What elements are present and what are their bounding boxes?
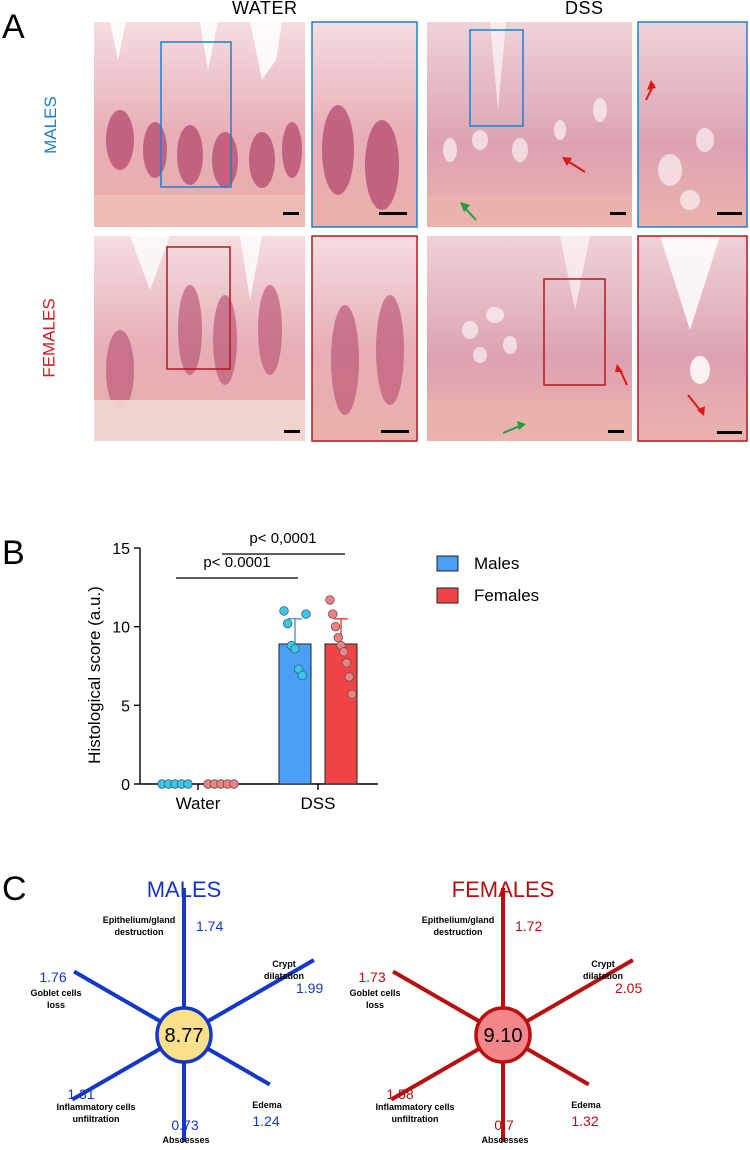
radial-item-label: dilatation <box>264 971 304 981</box>
radial-arm <box>392 969 481 1024</box>
total-score: 9.10 <box>484 1025 523 1047</box>
radial-arm <box>525 1046 590 1087</box>
radial-arm <box>206 958 315 1024</box>
y-axis-label: Histological score (a.u.) <box>85 586 104 764</box>
radial-arm <box>390 1046 481 1102</box>
y-axis: 0 5 10 15 <box>112 541 378 794</box>
bars <box>157 595 358 789</box>
radial-item-label: Crypt <box>272 959 296 969</box>
radial-item-value: 1.99 <box>296 980 323 996</box>
data-point <box>229 779 239 789</box>
x-tick-label: DSS <box>301 794 336 813</box>
x-tick-label: Water <box>176 794 221 813</box>
radial-item-label: Goblet cells <box>349 988 400 998</box>
y-tick-label: 10 <box>112 620 130 637</box>
data-point <box>344 672 354 682</box>
micrograph-male-water <box>94 22 305 227</box>
bar <box>324 643 358 785</box>
radial-item-label: unfiltration <box>73 1114 120 1124</box>
radial-item-label: Edema <box>252 1100 283 1110</box>
total-score-circle <box>155 1006 213 1064</box>
p-value-dss: p< 0,0001 <box>249 530 316 547</box>
radial-item-label: destruction <box>114 927 163 937</box>
radial-item-value: 0.73 <box>171 1117 198 1133</box>
radial-arm <box>206 1046 271 1087</box>
y-tick-label: 0 <box>121 777 130 794</box>
panel-a-letter: A <box>2 8 25 46</box>
histology-micrographs <box>94 21 748 442</box>
micrograph-female-dss-zoom <box>637 235 748 442</box>
micrograph-male-dss <box>427 22 632 227</box>
radial-item-value: 1.76 <box>39 969 66 985</box>
panel-c-letter: C <box>2 870 27 908</box>
radial-arm <box>73 969 162 1024</box>
data-point <box>330 621 341 632</box>
data-point <box>183 779 193 789</box>
radial-diagram-males: MALES8.77Epithelium/glanddestruction1.74… <box>30 877 323 1145</box>
radial-item-label: Abscesses <box>481 1135 528 1145</box>
radial-item-value: 1.58 <box>386 1086 413 1102</box>
data-point <box>347 689 357 700</box>
radial-item-value: 1.73 <box>358 969 385 985</box>
column-header-dss: DSS <box>565 0 604 18</box>
radial-item-value: 1.31 <box>67 1086 94 1102</box>
radial-item-label: loss <box>366 1000 384 1010</box>
radial-item-value: 1.72 <box>515 918 542 934</box>
x-axis-labels: Water DSS <box>176 784 336 813</box>
radial-item-label: Epithelium/gland <box>103 915 176 925</box>
radial-item-value: 1.74 <box>196 918 223 934</box>
column-header-water: WATER <box>232 0 298 18</box>
radial-item-label: dilatation <box>583 971 623 981</box>
data-point <box>333 632 343 643</box>
legend: Males Females <box>436 554 539 605</box>
significance-brackets: p< 0.0001 p< 0,0001 <box>176 530 345 579</box>
legend-swatch-females <box>436 587 459 604</box>
data-point <box>341 658 352 668</box>
micrograph-female-dss <box>427 236 632 441</box>
data-point <box>279 606 289 616</box>
data-point <box>301 609 311 619</box>
radial-item-label: loss <box>47 1000 65 1010</box>
radial-arm <box>71 1046 162 1102</box>
data-point <box>339 647 349 657</box>
data-point <box>328 609 338 619</box>
radial-item-label: unfiltration <box>392 1114 439 1124</box>
data-point <box>282 618 293 629</box>
legend-label-females: Females <box>474 586 539 605</box>
total-score: 8.77 <box>165 1025 204 1047</box>
micrograph-male-water-zoom <box>311 21 418 228</box>
radial-item-label: Crypt <box>591 959 615 969</box>
radial-item-value: 0.7 <box>494 1117 514 1133</box>
micrograph-male-dss-zoom <box>637 21 748 228</box>
radial-item-label: destruction <box>433 927 482 937</box>
micrograph-female-water-zoom <box>311 235 418 442</box>
p-value-water-dss: p< 0.0001 <box>203 554 270 571</box>
radial-item-label: Edema <box>571 1100 602 1110</box>
radial-item-label: Goblet cells <box>30 988 81 998</box>
bar-chart-histological-score: Histological score (a.u.) 0 5 10 15 Water DS… <box>85 530 539 813</box>
legend-label-males: Males <box>474 554 519 573</box>
total-score-circle <box>474 1006 532 1064</box>
y-tick-label: 15 <box>112 541 130 558</box>
panel-b-letter: B <box>2 534 25 572</box>
radial-item-label: Abscesses <box>162 1135 209 1145</box>
radial-item-value: 1.24 <box>252 1113 279 1129</box>
data-point <box>290 643 300 654</box>
radial-item-value: 2.05 <box>615 980 642 996</box>
legend-swatch-males <box>436 555 459 572</box>
radial-score-diagrams: MALES8.77Epithelium/glanddestruction1.74… <box>30 877 642 1145</box>
radial-item-label: Inflammatory cells <box>375 1102 454 1112</box>
radial-item-label: Epithelium/gland <box>422 915 495 925</box>
data-point <box>297 670 308 681</box>
radial-diagram-females: FEMALES9.10Epithelium/glanddestruction1.… <box>349 877 642 1145</box>
bar <box>278 643 312 785</box>
radial-item-label: Inflammatory cells <box>56 1102 135 1112</box>
micrograph-female-water <box>94 236 305 441</box>
radial-arm <box>525 958 634 1024</box>
data-point <box>325 595 335 605</box>
y-tick-label: 5 <box>121 698 130 715</box>
radial-item-value: 1.32 <box>571 1113 598 1129</box>
